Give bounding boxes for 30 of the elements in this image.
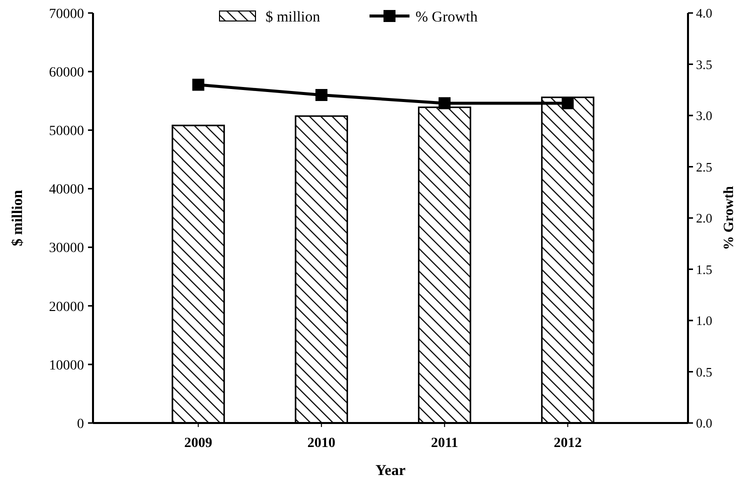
y-tick-label: 20000	[49, 300, 84, 315]
y2-tick-label: 3.5	[696, 56, 712, 72]
x-tick-label: 2009	[184, 436, 212, 451]
y-axis-title: $ million	[10, 189, 26, 246]
point	[192, 78, 204, 91]
y2-tick-label: 2.0	[696, 210, 712, 226]
y2-tick-label: 1.0	[696, 313, 712, 328]
y2-tick-label: 3.0	[696, 108, 712, 124]
x-axis-title: Year	[376, 463, 406, 479]
point	[315, 89, 328, 101]
x-tick-label: 2011	[430, 436, 458, 451]
y-tick-label: 40000	[49, 182, 84, 198]
y-tick-label: 30000	[49, 241, 84, 256]
y2-tick-label: 4.0	[696, 6, 712, 21]
y-tick-label: 70000	[49, 6, 84, 22]
y-tick-label: 50000	[49, 124, 84, 140]
x-tick-label: 2010	[307, 436, 336, 451]
y2-tick-label: 2.5	[696, 159, 712, 174]
y-tick-label: 60000	[49, 65, 84, 80]
legend-label: $ million	[266, 9, 321, 26]
point	[562, 97, 574, 110]
y2-tick-label: 0.5	[696, 364, 712, 380]
y-tick-label: 0	[77, 416, 84, 432]
y2-axis-title: % Growth	[722, 186, 737, 250]
x-tick-label: 2012	[554, 436, 582, 451]
y2-tick-label: 1.5	[696, 262, 712, 277]
legend-label: % Growth	[416, 9, 478, 26]
y2-tick-label: 0.0	[696, 416, 712, 431]
point	[438, 97, 451, 110]
y-tick-label: 10000	[49, 358, 84, 374]
